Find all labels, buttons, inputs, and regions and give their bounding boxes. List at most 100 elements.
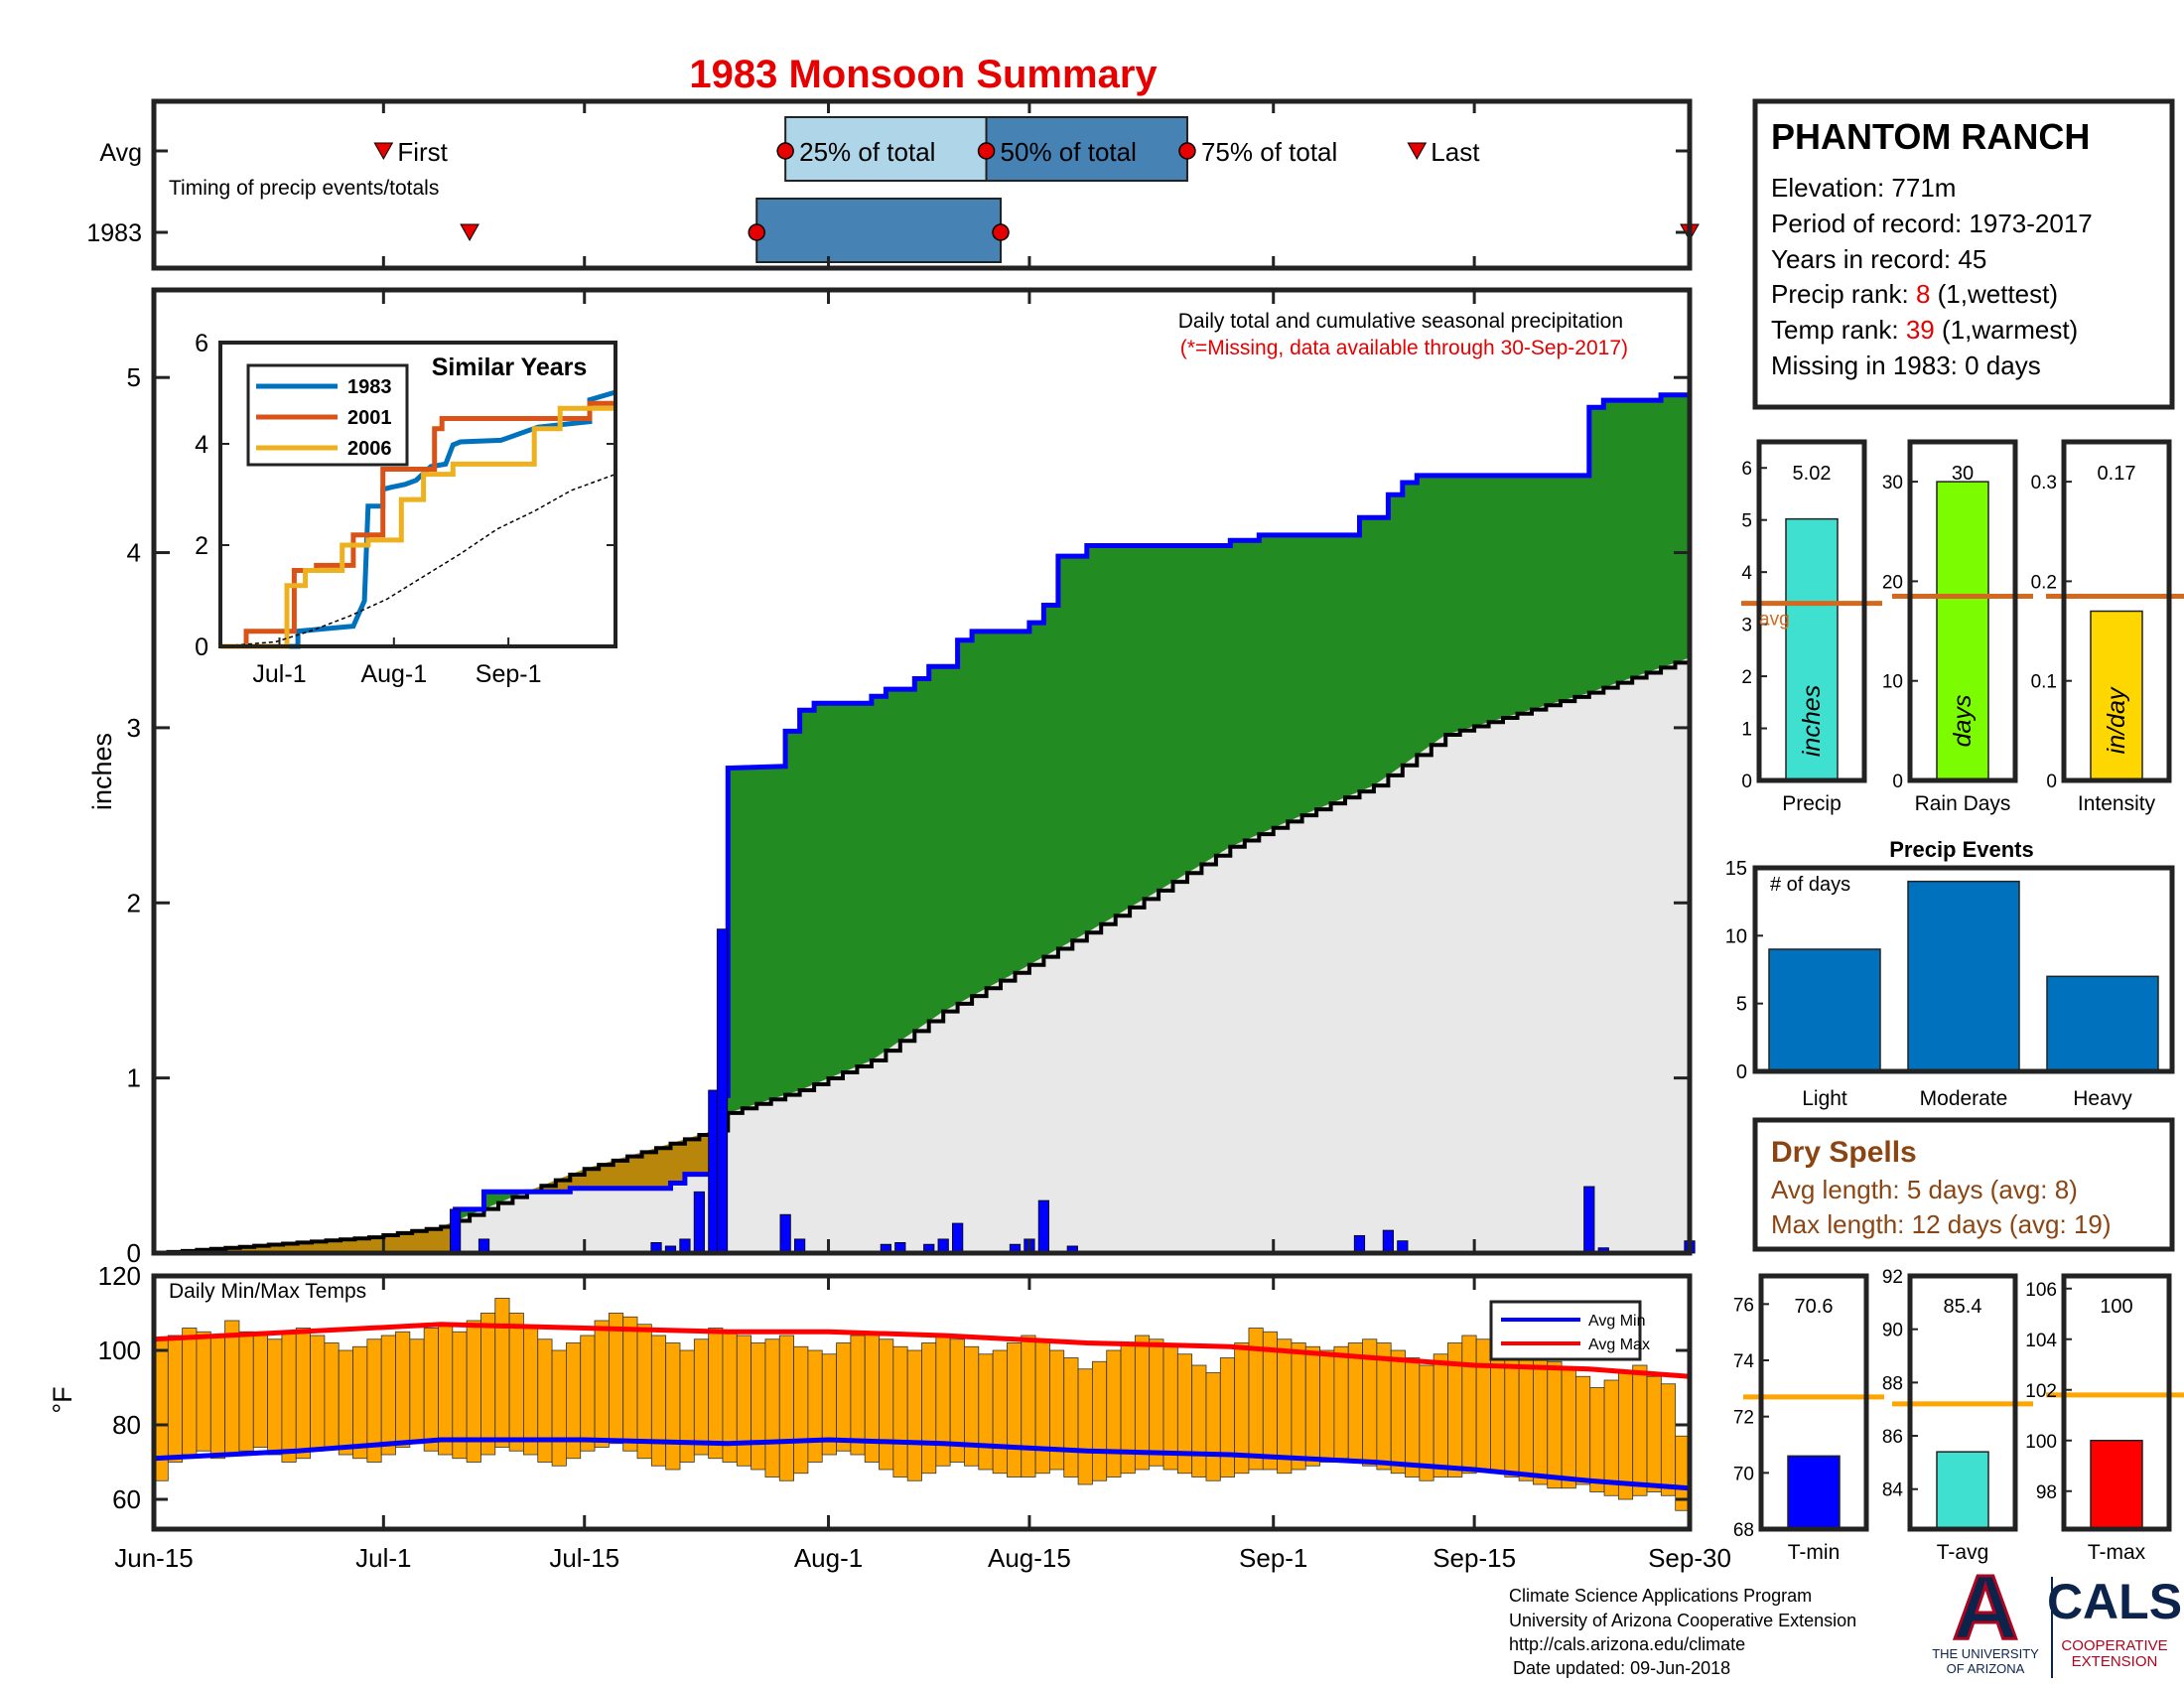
daily-temp-bar bbox=[338, 1349, 353, 1456]
season-temp-panels: 70.6 T-min 68 70 72 74 76 85.4 T-avg 84 86 88 90 92 10… bbox=[1733, 1267, 2184, 1564]
temp-total-bar-1 bbox=[1936, 1451, 1989, 1530]
temp-total-y-tick-label: 86 bbox=[1882, 1427, 1903, 1448]
label-q25: 25% of total bbox=[799, 137, 935, 167]
daily-temp-bar bbox=[594, 1320, 610, 1448]
daily-temp-bar bbox=[1333, 1345, 1349, 1460]
daily-temp-bar bbox=[1660, 1383, 1677, 1496]
station-panel: PHANTOM RANCH Elevation: 771m Period of … bbox=[1752, 98, 2175, 410]
total-category-1: Rain Days bbox=[1915, 792, 2011, 815]
avg-q50-q75-box bbox=[985, 116, 1188, 182]
daily-precip-bar bbox=[1037, 1199, 1049, 1254]
date-x-ticks: Jun-15 Jul-1 Jul-15 Aug-1 Aug-15 Sep-1 Sep-15 S… bbox=[114, 1276, 1731, 1573]
temp-frame bbox=[151, 1273, 1693, 1532]
daily-precip-bar bbox=[450, 1208, 462, 1254]
main-y-ticks: 0 1 2 3 4 5 bbox=[127, 290, 1692, 1268]
daily-temp-bar bbox=[508, 1313, 524, 1452]
station-temp-rank: Temp rank: 39 (1,warmest) bbox=[1771, 315, 2078, 345]
daily-precip-bar bbox=[779, 1213, 791, 1254]
avg-max-line bbox=[153, 1322, 1691, 1379]
label-last: Last bbox=[1431, 137, 1480, 167]
avg-q25-marker bbox=[776, 142, 794, 160]
footer-line-4: Date updated: 09-Jun-2018 bbox=[1513, 1658, 1730, 1678]
total-value-label-1: 30 bbox=[1952, 463, 1974, 485]
temp-y-ticks: 60 80 100 120 bbox=[98, 1261, 1690, 1514]
temp-y-tick-label: 100 bbox=[98, 1336, 141, 1365]
total-y-tick-label: 0.3 bbox=[2031, 473, 2057, 493]
inset-legend-label: 1983 bbox=[347, 376, 392, 398]
event-y-tick-label: 0 bbox=[1736, 1061, 1747, 1083]
daily-temp-bar bbox=[523, 1328, 539, 1456]
daily-temp-bar bbox=[708, 1328, 724, 1460]
avg-last-marker bbox=[1407, 142, 1428, 161]
inset-y-tick-label: 2 bbox=[195, 532, 208, 560]
avg-annotation: avg bbox=[1759, 610, 1790, 631]
daily-temp-bar bbox=[209, 1335, 226, 1460]
main-y-tick-label: 1 bbox=[127, 1063, 141, 1093]
daily-temp-bar bbox=[281, 1331, 297, 1463]
daily-temp-bar bbox=[1589, 1387, 1605, 1492]
daily-precip-bar bbox=[1382, 1229, 1394, 1254]
main-subtitle: (*=Missing, data available through 30-Se… bbox=[1180, 337, 1628, 359]
footer-line-2: University of Arizona Cooperative Extens… bbox=[1509, 1611, 1856, 1630]
daily-temp-bar bbox=[1632, 1364, 1648, 1496]
total-y-tick-label: 3 bbox=[1741, 616, 1752, 636]
total-category-2: Intensity bbox=[2078, 792, 2156, 815]
ua-block-a-icon: A bbox=[1953, 1557, 2018, 1658]
daily-temp-bar bbox=[1617, 1372, 1634, 1500]
footer: Climate Science Applications Program Uni… bbox=[1509, 1586, 1856, 1678]
total-bar-0 bbox=[1785, 517, 1839, 781]
daily-temp-bar bbox=[1533, 1357, 1549, 1485]
temp-total-y-tick-label: 90 bbox=[1882, 1321, 1903, 1341]
main-y-tick-label: 5 bbox=[127, 362, 141, 392]
daily-temp-bar bbox=[438, 1324, 454, 1456]
daily-temp-bar bbox=[1149, 1338, 1164, 1467]
daily-temp-bar bbox=[992, 1349, 1008, 1475]
daily-temp-bar bbox=[807, 1349, 823, 1463]
daily-temp-bar bbox=[793, 1345, 809, 1475]
total-y-tick-label: 1 bbox=[1741, 720, 1752, 741]
daily-temp-bar bbox=[879, 1338, 894, 1471]
station-name: PHANTOM RANCH bbox=[1771, 116, 2090, 157]
daily-temp-bar bbox=[423, 1328, 439, 1452]
daily-temp-bar bbox=[537, 1338, 553, 1463]
daily-temp-bar bbox=[1390, 1349, 1406, 1475]
total-y-tick-label: 0 bbox=[1892, 772, 1903, 792]
event-bar-light bbox=[1768, 948, 1881, 1072]
daily-temp-bar bbox=[1433, 1353, 1448, 1477]
main-y-tick-label: 3 bbox=[127, 713, 141, 743]
daily-temp-bar bbox=[1021, 1335, 1036, 1477]
figure-title: 1983 Monsoon Summary bbox=[689, 53, 1158, 96]
events-frame bbox=[1752, 865, 2175, 1074]
temp-total-y-tick-label: 68 bbox=[1733, 1520, 1754, 1541]
daily-temp-bar bbox=[551, 1349, 567, 1467]
daily-temp-bar bbox=[650, 1335, 667, 1467]
daily-temp-bar bbox=[964, 1345, 980, 1467]
temp-value-label-1: 85.4 bbox=[1944, 1296, 1982, 1318]
inset-legend-label: 2006 bbox=[347, 438, 392, 460]
daily-temp-bar bbox=[1547, 1360, 1563, 1489]
university-logo: A THE UNIVERSITY OF ARIZONA bbox=[1932, 1556, 2053, 1678]
avg-q75-marker bbox=[1178, 142, 1196, 160]
daily-temp-bar bbox=[1007, 1342, 1023, 1477]
event-bar-moderate bbox=[1907, 880, 2020, 1072]
temp-value-label-0: 70.6 bbox=[1795, 1296, 1834, 1318]
inset-y-tick-label: 4 bbox=[195, 431, 208, 459]
daily-temp-bar bbox=[892, 1345, 908, 1477]
daily-temp-bar bbox=[1191, 1364, 1207, 1477]
temp-total-frame-0 bbox=[1758, 1273, 1869, 1532]
temp-total-y-tick-label: 84 bbox=[1882, 1480, 1904, 1501]
daily-temp-bar bbox=[380, 1335, 396, 1456]
cals-logo: CALS COOPERATIVE EXTENSION bbox=[2047, 1574, 2182, 1670]
event-y-tick-label: 15 bbox=[1725, 858, 1747, 880]
y1983-q25-q50-box bbox=[755, 198, 1003, 263]
daily-temp-bar bbox=[1091, 1360, 1108, 1481]
inset-x-tick-label: Sep-1 bbox=[476, 660, 542, 688]
dry-spells-frame bbox=[1752, 1117, 2175, 1252]
daily-temp-bar bbox=[1504, 1353, 1520, 1477]
station-missing: Missing in 1983: 0 days bbox=[1771, 351, 2041, 380]
daily-temp-bar bbox=[1106, 1349, 1122, 1477]
total-value-label-0: 5.02 bbox=[1793, 463, 1832, 485]
daily-temp-bar bbox=[182, 1328, 198, 1456]
inset-line-2006 bbox=[220, 405, 615, 649]
events-ylabel: # of days bbox=[1770, 874, 1850, 896]
